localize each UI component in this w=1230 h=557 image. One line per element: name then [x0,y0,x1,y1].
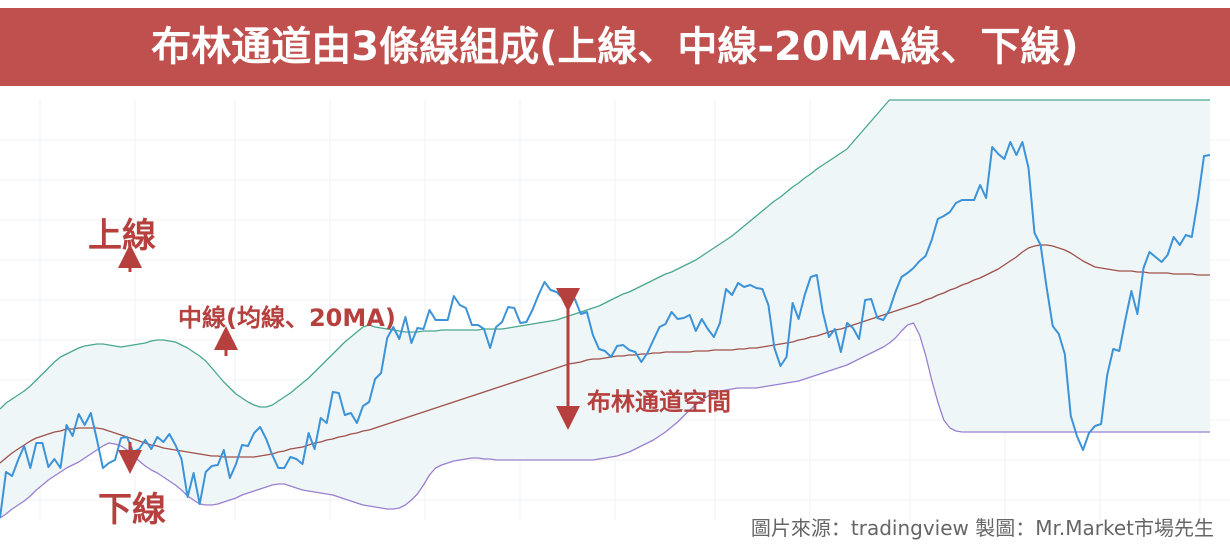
title-bar: 布林通道由3條線組成(上線、中線-20MA線、下線) [0,8,1230,86]
lower-band-line [0,322,1210,519]
series-layer [0,99,1211,519]
bandwidth-label: 布林通道空間 [587,388,731,416]
middle-band-label: 中線(均線、20MA) [178,304,396,332]
upper-band-line [0,99,1210,410]
chart-title: 布林通道由3條線組成(上線、中線-20MA線、下線) [151,24,1079,70]
price-line [0,141,1211,519]
band-fill [0,100,1210,518]
upper-band-label: 上線 [88,216,156,256]
image-credit: 圖片來源：tradingview 製圖：Mr.Market市場先生 [750,516,1214,540]
annotation-arrows [118,244,580,474]
lower-band-label: 下線 [98,490,166,530]
middle-band-line [0,244,1210,464]
